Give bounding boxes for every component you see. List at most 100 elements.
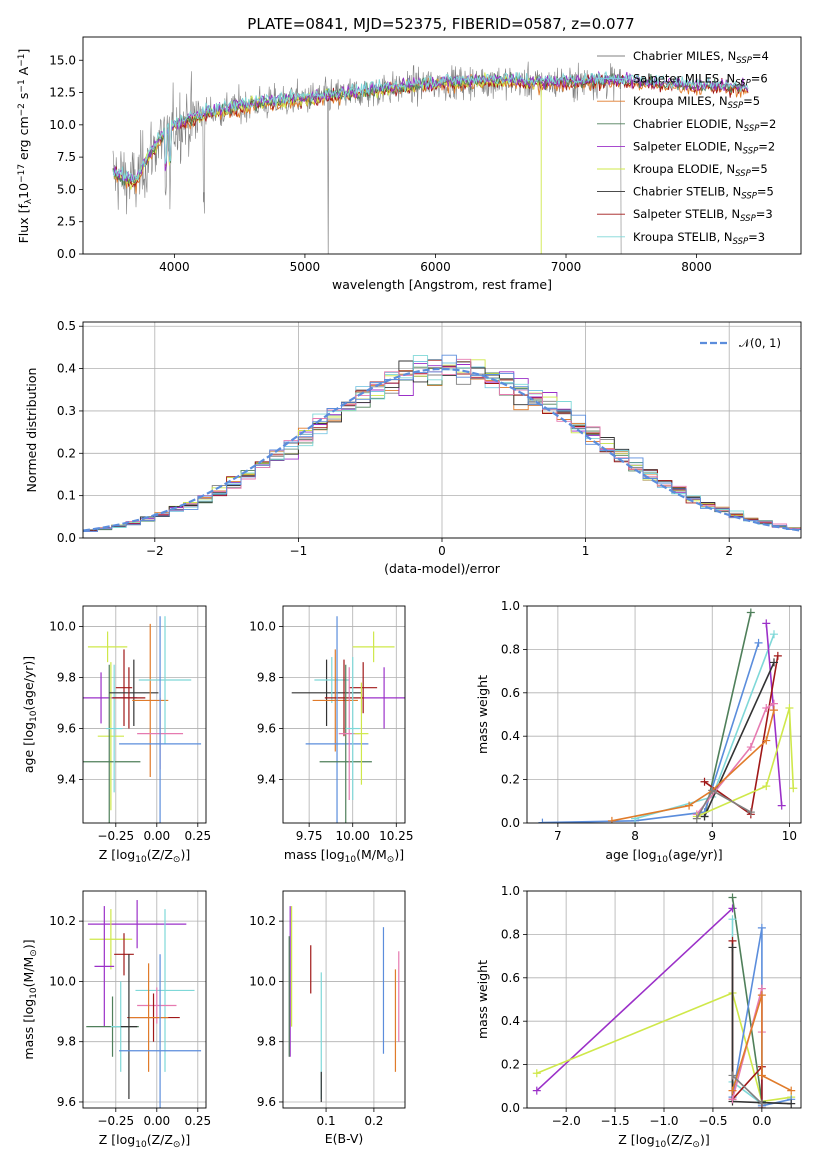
series-line-blue	[542, 642, 760, 823]
x-tick-label: 10.25	[379, 829, 413, 843]
y-axis-label-part: (M/M	[21, 957, 36, 988]
x-axis-label-part: (age/yr)]	[668, 847, 723, 862]
legend-entry: 𝒩(0, 1)	[739, 336, 781, 350]
y-tick-label: 7.5	[57, 150, 76, 164]
legend-entry: Kroupa ELODIE, NSSP=5	[633, 162, 768, 179]
x-tick-label: 4000	[159, 260, 190, 274]
x-tick-label: 10.00	[336, 829, 370, 843]
y-tick-label: 0.0	[57, 531, 76, 545]
x-tick-label: 0	[438, 544, 446, 558]
y-tick-label: 1.0	[501, 599, 520, 613]
y-tick-label: 5.0	[57, 182, 76, 196]
y-axis-label-part: age [log	[21, 722, 36, 773]
data-point	[787, 1086, 796, 1095]
x-axis-label: Z [log10(Z/Z⊙)]	[618, 1132, 709, 1150]
data-point	[728, 1086, 737, 1095]
mass_vs_Z-plot-area	[86, 900, 202, 1108]
y-axis-label-part: ]	[16, 49, 31, 54]
y-tick-label: 10.0	[249, 974, 276, 988]
weight_vs_Z-plot-area	[532, 893, 796, 1108]
x-tick-label: −1.0	[649, 1114, 678, 1128]
legend-entry-part: SSP	[733, 237, 749, 247]
y-axis-label-part: 10	[29, 987, 39, 999]
y-axis-label-part: )]	[21, 939, 36, 949]
legend-entry: Salpeter MILES, NSSP=6	[633, 72, 768, 89]
age_vs_mass-plot-area	[291, 616, 405, 823]
y-tick-label: 0.2	[501, 1058, 520, 1072]
legend-entry-part: SSP	[735, 79, 751, 89]
data-point	[762, 703, 771, 712]
data-point	[728, 1071, 737, 1080]
legend-entry-part: Salpeter MILES, N	[633, 72, 735, 86]
y-tick-label: 0.2	[501, 773, 520, 787]
legend-entry: Kroupa MILES, NSSP=5	[633, 94, 760, 111]
y-axis-label-part: erg cm	[16, 116, 31, 164]
legend-entry-part: Chabrier MILES, N	[633, 49, 736, 63]
y-tick-label: 10.0	[49, 118, 76, 132]
x-axis-label-part: ⊙	[387, 855, 395, 865]
data-point	[728, 1095, 737, 1104]
x-axis-label-part: 10	[345, 855, 357, 865]
legend-entry: Kroupa STELIB, NSSP=3	[633, 230, 765, 247]
y-tick-label: 0.6	[501, 686, 520, 700]
data-point	[789, 784, 798, 793]
spectrum-panel: 4000 5000 6000 7000 8000 0.0 2.5 5.0 7.5 10.0 12.5…	[16, 36, 802, 292]
weight_vs_Z-frame	[526, 890, 802, 1109]
mass_vs_Z-frame	[82, 890, 207, 1109]
legend-entry-part: =4	[752, 49, 769, 63]
x-tick-label: 2	[725, 544, 733, 558]
data-point	[728, 915, 737, 924]
y-tick-label: 0.4	[501, 729, 520, 743]
x-tick-label: −2	[146, 544, 164, 558]
data-point	[787, 1099, 796, 1108]
legend-entry-part: SSP	[744, 124, 760, 134]
y-axis-label-part: −1	[17, 79, 27, 92]
legend-entry-part: SSP	[728, 101, 744, 111]
x-tick-label: 0.2	[364, 1114, 383, 1128]
y-tick-label: 0.8	[501, 642, 520, 656]
x-axis-label-part: mass [log	[284, 847, 345, 862]
series-line-salpeter_elodie	[765, 623, 783, 806]
data-point	[762, 619, 771, 628]
x-tick-label: 7000	[551, 260, 582, 274]
legend-entry: Salpeter STELIB, NSSP=3	[633, 207, 773, 224]
y-axis-label-part: (age/yr)]	[21, 656, 36, 711]
x-axis-label-part: ⊙	[692, 1140, 700, 1150]
data-point	[769, 630, 778, 639]
y-tick-label: 10.0	[249, 619, 276, 633]
x-axis-label-part: Z [log	[99, 847, 135, 862]
data-point	[773, 651, 782, 660]
y-tick-label: 0.5	[57, 319, 76, 333]
x-axis-label-part: 10	[135, 1140, 147, 1150]
y-tick-label: 0.4	[501, 1014, 520, 1028]
y-tick-label: 9.6	[57, 722, 76, 736]
data-point	[607, 816, 616, 823]
x-tick-label: 8000	[681, 260, 712, 274]
x-axis-label-part: )]	[180, 1132, 190, 1147]
legend-entry: Chabrier STELIB, NSSP=5	[633, 185, 774, 202]
legend-entry-part: =3	[756, 207, 773, 221]
data-point	[769, 658, 778, 667]
x-tick-label: 0.0	[752, 1114, 771, 1128]
y-axis-label: mass [log10(M/M⊙)]	[21, 939, 39, 1059]
series-line-chabrier_elodie	[731, 897, 763, 1102]
x-axis-label: (data-model)/error	[384, 561, 501, 576]
legend-entry: Chabrier ELODIE, NSSP=2	[633, 117, 776, 134]
legend-entry-part: Kroupa STELIB, N	[633, 230, 733, 244]
y-tick-label: 0.0	[501, 816, 520, 830]
x-axis-label-part: (Z/Z	[147, 1132, 173, 1147]
x-tick-label: 6000	[420, 260, 451, 274]
data-point	[746, 608, 755, 617]
y-tick-label: 9.6	[57, 1095, 76, 1109]
data-point	[762, 736, 771, 745]
data-point	[757, 923, 766, 932]
x-tick-label: −0.25	[97, 1114, 134, 1128]
y-axis-label-part: 10	[16, 183, 31, 199]
figure-title: PLATE=0841, MJD=52375, FIBERID=0587, z=0…	[247, 15, 634, 33]
x-tick-label: 0.25	[184, 829, 211, 843]
data-point	[785, 703, 794, 712]
x-tick-label: 0.25	[184, 1114, 211, 1128]
data-point	[532, 1086, 541, 1095]
